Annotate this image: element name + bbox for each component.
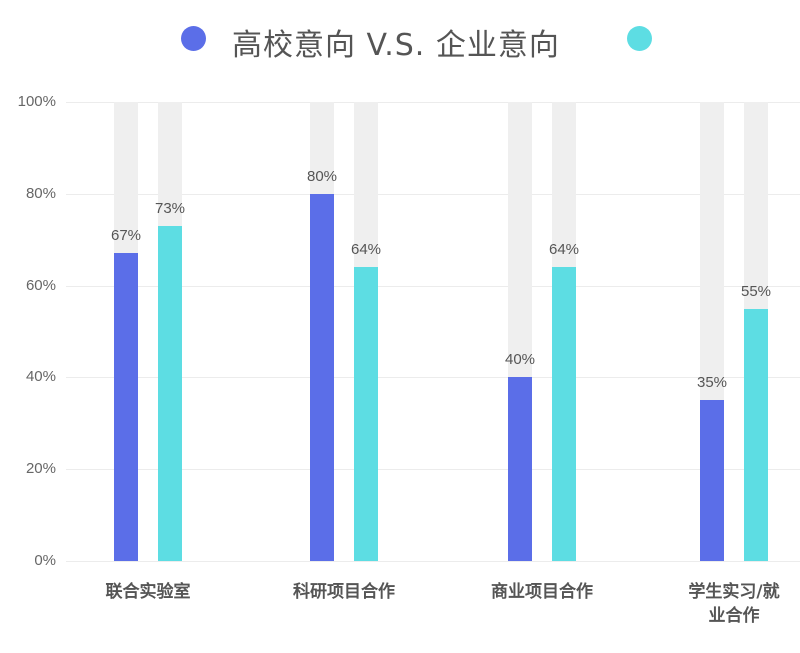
y-tick-label: 40% [25,368,56,386]
x-category-label: 学生实习/就业合作 [688,582,780,626]
legend-dot-enterprise [627,26,652,51]
chart-legend-header: 高校意向 V.S. 企业意向 [0,14,800,64]
bar-enterprise[interactable] [158,225,182,561]
value-label: 80% [306,167,338,185]
chart-title: 高校意向 V.S. 企业意向 [232,28,560,63]
value-label: 73% [154,199,186,217]
y-tick-label: 80% [25,184,56,202]
gridline [66,285,800,287]
value-label: 55% [740,282,772,300]
gridline [66,102,800,103]
bar-university[interactable] [508,377,532,561]
y-tick-label: 0% [34,552,56,569]
value-label: 64% [350,241,382,259]
bar-enterprise[interactable] [552,267,576,561]
gridline [66,193,800,195]
legend-dot-university [181,26,206,51]
x-category-label: 商业项目合作 [491,582,593,602]
gridline [66,561,800,562]
bar-university[interactable] [114,253,138,561]
y-tick-label: 20% [25,460,56,478]
x-category-label: 科研项目合作 [293,582,395,602]
value-label: 67% [110,227,142,245]
bar-university[interactable] [310,193,334,561]
value-label: 40% [504,351,536,369]
y-tick-label: 60% [25,276,56,294]
bar-enterprise[interactable] [354,267,378,561]
bar-university[interactable] [700,400,724,561]
gridline [66,377,800,379]
value-label: 35% [696,374,728,392]
x-category-label: 联合实验室 [105,582,191,602]
gridline [66,469,800,471]
bar-enterprise[interactable] [744,308,768,561]
y-tick-label: 100% [17,93,56,110]
value-label: 64% [548,241,580,259]
